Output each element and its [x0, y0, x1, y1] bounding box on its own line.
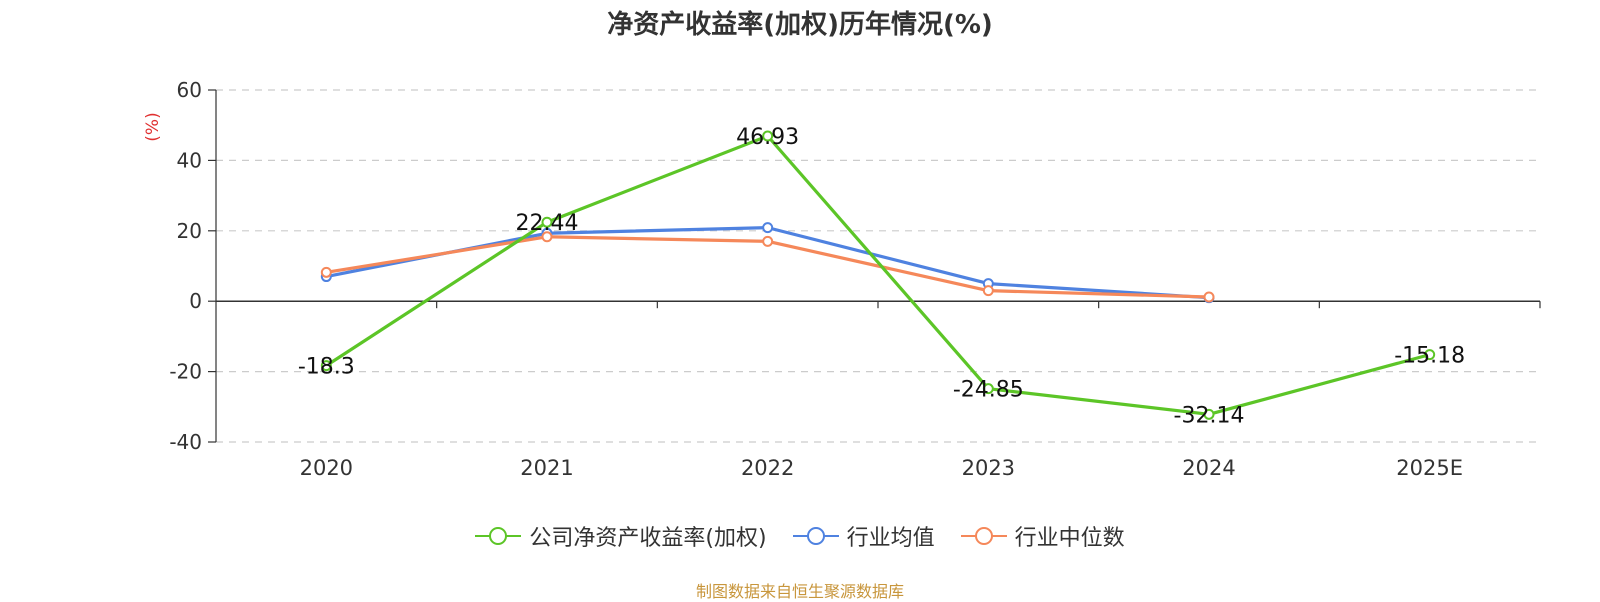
x-tick-label: 2021 — [520, 456, 573, 480]
data-point — [1203, 408, 1215, 420]
data-label: 22.44 — [516, 211, 579, 236]
y-tick-label: 60 — [177, 78, 202, 102]
chart-title: 净资产收益率(加权)历年情况(%) — [607, 10, 993, 40]
data-point — [762, 222, 774, 234]
data-point — [541, 231, 553, 243]
y-axis-title: (%) — [143, 112, 163, 141]
legend-item-industry-median[interactable]: 行业中位数 — [960, 520, 1125, 552]
data-point — [320, 360, 332, 372]
data-label: -32.14 — [1174, 403, 1245, 428]
x-tick-label: 2020 — [300, 456, 353, 480]
legend-label-company: 公司净资产收益率(加权) — [529, 526, 767, 551]
data-point — [541, 216, 553, 228]
data-point — [982, 383, 994, 395]
series-line — [325, 134, 1431, 416]
legend-swatch-industry-mean-icon — [792, 527, 839, 545]
data-point — [762, 130, 774, 142]
x-tick-label: 2023 — [962, 456, 1015, 480]
legend-swatch-company-icon — [475, 527, 522, 545]
data-label: -15.18 — [1394, 344, 1465, 369]
y-tick-label: -40 — [169, 430, 202, 454]
legend: 公司净资产收益率(加权) 行业均值 行业中位数 — [0, 520, 1600, 552]
data-label: -24.85 — [953, 378, 1024, 403]
y-tick-label: -20 — [169, 360, 202, 384]
data-point — [982, 285, 994, 297]
y-tick-label: 20 — [177, 219, 202, 243]
data-point — [1203, 291, 1215, 303]
data-label: 46.93 — [736, 125, 799, 150]
data-point — [320, 266, 332, 278]
source-note: 制图数据来自恒生聚源数据库 — [695, 582, 904, 601]
legend-item-company[interactable]: 公司净资产收益率(加权) — [475, 520, 767, 552]
y-tick-label: 0 — [189, 289, 202, 313]
data-point — [1424, 349, 1436, 361]
x-tick-label: 2025E — [1396, 456, 1463, 480]
legend-label-industry-median: 行业中位数 — [1014, 526, 1125, 551]
data-label: -18.3 — [298, 355, 355, 380]
legend-swatch-industry-median-icon — [960, 527, 1007, 545]
x-tick-label: 2022 — [741, 456, 794, 480]
legend-item-industry-mean[interactable]: 行业均值 — [792, 520, 935, 552]
data-point — [762, 235, 774, 247]
x-tick-label: 2024 — [1182, 456, 1235, 480]
legend-label-industry-mean: 行业均值 — [846, 526, 935, 551]
y-tick-label: 40 — [177, 148, 202, 172]
